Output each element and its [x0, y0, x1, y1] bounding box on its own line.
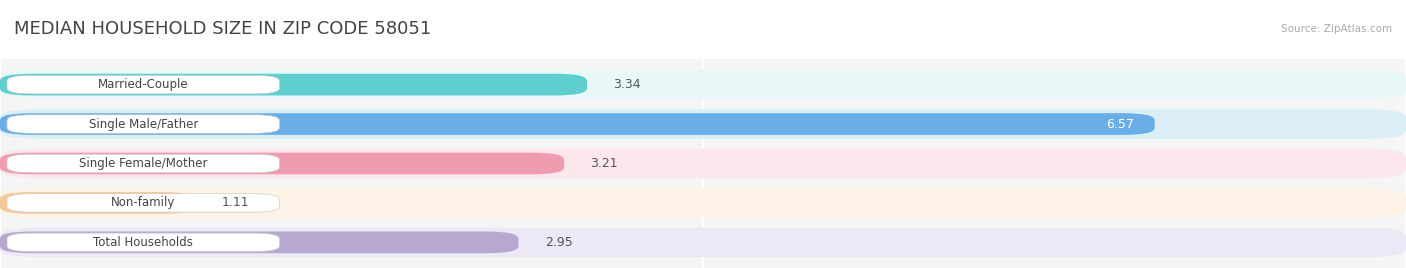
Text: Single Female/Mother: Single Female/Mother [79, 157, 208, 170]
FancyBboxPatch shape [7, 154, 280, 173]
FancyBboxPatch shape [0, 74, 588, 95]
Text: 1.11: 1.11 [222, 196, 249, 209]
FancyBboxPatch shape [0, 109, 1406, 139]
Text: Married-Couple: Married-Couple [98, 78, 188, 91]
FancyBboxPatch shape [0, 232, 519, 253]
FancyBboxPatch shape [0, 192, 195, 214]
FancyBboxPatch shape [7, 233, 280, 252]
FancyBboxPatch shape [0, 70, 1406, 99]
Text: 3.21: 3.21 [591, 157, 619, 170]
Text: Single Male/Father: Single Male/Father [89, 118, 198, 131]
FancyBboxPatch shape [0, 113, 1154, 135]
Text: 6.57: 6.57 [1105, 118, 1133, 131]
FancyBboxPatch shape [0, 153, 564, 174]
Text: Total Households: Total Households [93, 236, 193, 249]
Text: MEDIAN HOUSEHOLD SIZE IN ZIP CODE 58051: MEDIAN HOUSEHOLD SIZE IN ZIP CODE 58051 [14, 20, 432, 39]
FancyBboxPatch shape [7, 194, 280, 212]
FancyBboxPatch shape [0, 228, 1406, 257]
Text: 3.34: 3.34 [613, 78, 641, 91]
FancyBboxPatch shape [7, 115, 280, 133]
Text: 2.95: 2.95 [546, 236, 572, 249]
FancyBboxPatch shape [0, 188, 1406, 218]
Text: Non-family: Non-family [111, 196, 176, 209]
Text: Source: ZipAtlas.com: Source: ZipAtlas.com [1281, 24, 1392, 35]
FancyBboxPatch shape [0, 149, 1406, 178]
FancyBboxPatch shape [7, 75, 280, 94]
